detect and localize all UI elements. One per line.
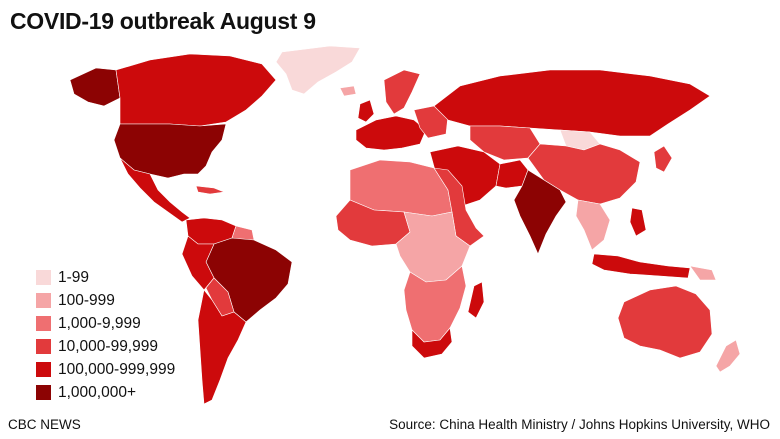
legend-item: 1-99 [36,266,175,289]
region-mexico [119,157,191,223]
source-line: Source: China Health Ministry / Johns Ho… [389,417,770,432]
legend-swatch [36,339,51,354]
region-canada [115,53,277,127]
region-south-africa [411,327,453,359]
legend-label: 100,000-999,999 [58,360,176,378]
region-greenland [275,45,361,95]
map-title: COVID-19 outbreak August 9 [10,8,316,34]
region-madagascar [467,281,485,319]
region-southern-cone [197,289,247,405]
region-png [689,265,717,281]
legend-label: 100-999 [58,291,115,309]
region-japan [653,145,673,173]
legend-swatch [36,362,51,377]
region-scandinavia [383,69,421,115]
legend-label: 1,000,000+ [58,383,137,401]
region-caribbean [195,185,226,195]
region-egypt [433,167,485,247]
region-new-zealand [715,339,741,373]
legend-item: 10,000-99,999 [36,335,175,358]
legend-item: 1,000-9,999 [36,312,175,335]
region-western-europe [355,115,427,151]
region-india [513,169,567,255]
legend-swatch [36,316,51,331]
legend-item: 1,000,000+ [36,381,175,404]
legend-swatch [36,270,51,285]
legend-label: 1,000-9,999 [58,314,141,332]
region-china [527,143,641,205]
region-australia [617,285,713,359]
region-indonesia [591,253,691,279]
legend-swatch [36,293,51,308]
world-map [69,45,741,405]
legend-item: 100-999 [36,289,175,312]
region-philippines [629,207,647,237]
region-southeast-asia [575,199,611,251]
legend-label: 1-99 [58,268,90,286]
legend-item: 100,000-999,999 [36,358,175,381]
legend-label: 10,000-99,999 [58,337,158,355]
region-alaska [69,67,121,107]
region-iceland [339,85,357,97]
map-legend: 1-99 100-999 1,000-9,999 10,000-99,999 1… [36,266,175,404]
legend-swatch [36,385,51,400]
region-uk [357,99,375,123]
news-credit: CBC NEWS [8,417,81,432]
